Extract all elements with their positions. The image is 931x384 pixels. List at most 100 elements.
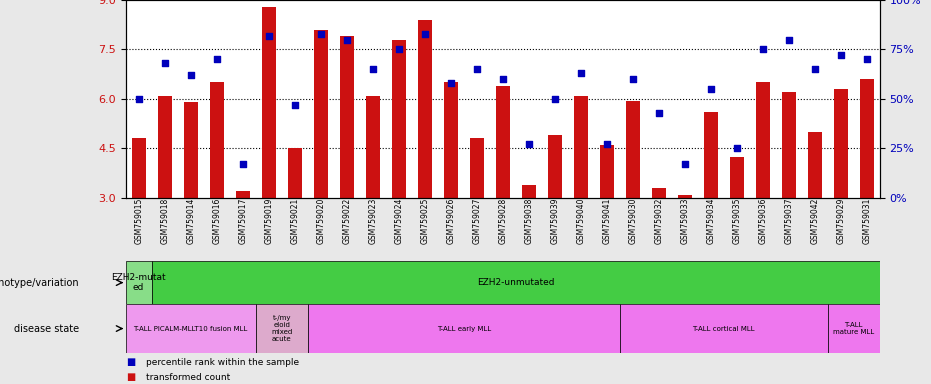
Bar (704, 112, 718, 198)
Bar (418, 20, 432, 198)
Text: GSM759034: GSM759034 (707, 198, 715, 244)
Text: GSM759032: GSM759032 (654, 198, 663, 244)
Text: ■: ■ (126, 372, 135, 382)
Text: EZH2-unmutated: EZH2-unmutated (477, 278, 555, 287)
Point (236, 161, 250, 167)
Bar (573, 96, 587, 198)
Text: GSM759042: GSM759042 (810, 198, 819, 244)
Point (547, 96, 562, 102)
Text: GSM759030: GSM759030 (628, 198, 637, 244)
Text: GSM759014: GSM759014 (186, 198, 196, 244)
Point (339, 36, 354, 43)
Point (729, 145, 744, 151)
Bar (652, 188, 666, 198)
Text: transformed count: transformed count (146, 373, 230, 382)
Point (262, 33, 277, 39)
Bar (366, 96, 380, 198)
Text: GSM759020: GSM759020 (317, 198, 325, 244)
Point (678, 161, 693, 167)
Point (469, 66, 484, 72)
Point (417, 31, 432, 37)
Bar (308, 304, 620, 353)
Point (495, 76, 510, 82)
Text: GSM759022: GSM759022 (343, 198, 351, 244)
Text: GSM759033: GSM759033 (681, 198, 689, 244)
Text: GSM759019: GSM759019 (264, 198, 273, 244)
Point (183, 72, 198, 78)
Bar (756, 83, 770, 198)
Text: GSM759039: GSM759039 (550, 198, 560, 244)
Text: t-/my
eloid
mixed
acute: t-/my eloid mixed acute (271, 315, 292, 342)
Point (626, 76, 641, 82)
Text: ■: ■ (126, 358, 135, 367)
Text: genotype/variation: genotype/variation (0, 278, 79, 288)
Text: GSM759025: GSM759025 (420, 198, 429, 244)
Bar (859, 79, 874, 198)
Text: GSM759021: GSM759021 (290, 198, 299, 244)
Text: GSM759040: GSM759040 (576, 198, 586, 244)
Text: T-ALL PICALM-MLLT10 fusion MLL: T-ALL PICALM-MLLT10 fusion MLL (133, 326, 248, 331)
Point (703, 86, 718, 92)
Bar (157, 96, 172, 198)
Bar (209, 83, 223, 198)
Point (755, 46, 770, 53)
Point (521, 141, 536, 147)
Point (288, 102, 303, 108)
Text: GSM759041: GSM759041 (602, 198, 612, 244)
Text: T-ALL cortical MLL: T-ALL cortical MLL (693, 326, 755, 331)
Text: percentile rank within the sample: percentile rank within the sample (146, 359, 299, 367)
Text: GSM759038: GSM759038 (524, 198, 533, 244)
Text: GSM759037: GSM759037 (784, 198, 793, 244)
Bar (183, 102, 198, 198)
Text: GSM759017: GSM759017 (238, 198, 248, 244)
Bar (620, 304, 828, 353)
Point (391, 46, 406, 53)
Point (833, 52, 848, 58)
Point (365, 66, 380, 72)
Point (157, 60, 172, 66)
Text: T-ALL early MLL: T-ALL early MLL (437, 326, 491, 331)
Text: GSM759035: GSM759035 (733, 198, 741, 244)
Text: GSM759027: GSM759027 (472, 198, 481, 244)
Bar (807, 132, 822, 198)
Point (781, 36, 796, 43)
Point (313, 31, 328, 37)
Bar (626, 101, 640, 198)
Text: T-ALL
mature MLL: T-ALL mature MLL (833, 322, 874, 335)
Text: GSM759029: GSM759029 (836, 198, 845, 244)
Bar (126, 262, 152, 304)
Bar (288, 148, 302, 198)
Text: GSM759031: GSM759031 (862, 198, 871, 244)
Bar (600, 145, 614, 198)
Point (209, 56, 224, 63)
Bar (782, 92, 796, 198)
Point (573, 70, 588, 76)
Text: GSM759028: GSM759028 (498, 198, 507, 244)
Text: disease state: disease state (14, 324, 79, 334)
Bar (828, 304, 880, 353)
Bar (392, 40, 406, 198)
Bar (443, 83, 458, 198)
Bar (833, 89, 848, 198)
Bar (314, 30, 328, 198)
Bar (262, 7, 276, 198)
Text: GSM759026: GSM759026 (446, 198, 455, 244)
Bar (256, 304, 308, 353)
Bar (521, 185, 536, 198)
Text: GSM759024: GSM759024 (394, 198, 403, 244)
Text: EZH2-mutat
ed: EZH2-mutat ed (112, 273, 166, 292)
Point (807, 66, 822, 72)
Text: GSM759023: GSM759023 (369, 198, 377, 244)
Bar (547, 135, 562, 198)
Bar (340, 36, 354, 198)
Point (443, 80, 458, 86)
Point (600, 141, 614, 147)
Text: GSM759018: GSM759018 (160, 198, 169, 244)
Bar (495, 86, 510, 198)
Bar (236, 191, 250, 198)
Point (131, 96, 146, 102)
Bar (131, 139, 146, 198)
Bar (469, 139, 484, 198)
Point (859, 56, 874, 63)
Text: GSM759036: GSM759036 (758, 198, 767, 244)
